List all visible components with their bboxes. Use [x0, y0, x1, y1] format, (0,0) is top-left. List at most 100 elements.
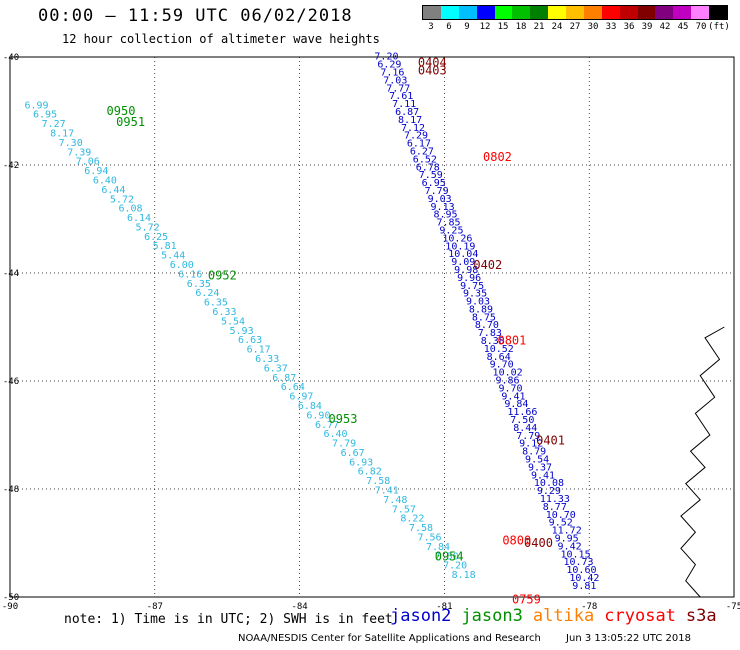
wave-height-value: 10.19	[445, 241, 475, 252]
wave-height-value: 10.15	[560, 549, 590, 560]
pass-time-label: 0401	[536, 433, 565, 447]
wave-height-value: 11.66	[507, 407, 537, 418]
legend-jason2: jason2	[390, 606, 452, 626]
pass-time-label: 0400	[524, 536, 553, 550]
wave-height-value: 5.93	[230, 326, 254, 337]
color-scale-label: 33	[605, 22, 617, 32]
wave-height-value: 8.38	[481, 336, 505, 347]
wave-height-value: 7.59	[419, 170, 443, 181]
wave-height-value: 6.87	[395, 107, 419, 118]
color-swatch	[423, 6, 441, 19]
legend-altika: altika	[532, 606, 595, 626]
wave-height-value: 11.33	[540, 494, 570, 505]
wave-height-value: 10.42	[569, 573, 599, 584]
lat-lon-grid	[10, 57, 734, 597]
wave-height-value: 7.56	[417, 533, 441, 544]
wave-height-value: 9.41	[501, 391, 525, 402]
wave-height-value: 9.03	[466, 297, 490, 308]
wave-height-value: 6.77	[315, 420, 339, 431]
wave-height-value: 8.22	[400, 514, 424, 525]
wave-height-value: 7.41	[375, 486, 399, 497]
coastline	[680, 326, 725, 598]
footer: NOAA/NESDIS Center for Satellite Applica…	[238, 633, 691, 644]
pass-time-label: 0800	[502, 533, 531, 547]
pass-time-label: 0952	[208, 269, 237, 283]
wave-height-value: 8.95	[433, 210, 457, 221]
wave-height-value: 6.17	[407, 139, 431, 150]
wave-height-value: 7.58	[409, 523, 433, 534]
color-swatch	[476, 6, 495, 19]
timestamp-text: Jun 3 13:05:22 UTC 2018	[566, 633, 691, 644]
color-scale-label: 30	[587, 22, 599, 32]
longitude-tick-label: -84	[291, 602, 307, 612]
wave-height-value: 7.20	[374, 52, 398, 63]
wave-height-value: 8.17	[50, 128, 74, 139]
wave-height-value: 6.14	[127, 213, 151, 224]
color-scale-label: 45	[677, 22, 689, 32]
color-scale-label: 18	[515, 22, 527, 32]
wave-height-value: 6.33	[255, 354, 279, 365]
color-swatch	[655, 6, 674, 19]
color-swatch	[709, 6, 727, 19]
wave-height-value: 6.64	[281, 382, 305, 393]
wave-height-value: 7.85	[436, 218, 460, 229]
note-text: note: 1) Time is in UTC; 2) SWH is in fe…	[64, 612, 393, 627]
wave-height-value: 6.35	[204, 298, 228, 309]
wave-height-value: 9.37	[528, 462, 552, 473]
wave-height-value: 9.42	[558, 541, 582, 552]
pass-time-label: 0954	[435, 550, 464, 564]
wave-height-value: 7.83	[478, 328, 502, 339]
latitude-tick-label: -50	[3, 593, 19, 603]
latitude-tick-label: -40	[3, 53, 19, 63]
color-scale-label: 36	[623, 22, 635, 32]
wave-height-value: 6.90	[306, 410, 330, 421]
wave-height-value: 6.82	[358, 467, 382, 478]
longitude-tick-label: -87	[147, 602, 163, 612]
wave-height-value: 10.04	[448, 249, 478, 260]
color-scale-label: (ft)	[708, 22, 730, 32]
wave-height-value: 8.89	[469, 304, 493, 315]
wave-height-value: 5.72	[136, 222, 160, 233]
legend-s3a: s3a	[685, 606, 717, 626]
color-swatch	[530, 6, 549, 19]
pass-time-label: 0404	[418, 55, 447, 69]
color-scale-label: 24	[551, 22, 563, 32]
color-swatch	[601, 6, 620, 19]
wave-height-value: 7.57	[392, 504, 416, 515]
color-scale-swatches	[422, 5, 728, 20]
pass-time-label: 0802	[483, 150, 512, 164]
wave-height-value: 6.40	[93, 175, 117, 186]
wave-height-value: 10.52	[484, 344, 514, 355]
legend-cryosat: cryosat	[604, 606, 676, 626]
wave-height-value: 7.50	[510, 415, 534, 426]
wave-height-value: 6.17	[247, 345, 271, 356]
wave-height-value: 8.77	[543, 502, 567, 513]
wave-height-value: 10.73	[563, 557, 593, 568]
color-swatch	[494, 6, 513, 19]
wave-height-value: 10.26	[442, 233, 472, 244]
map-title: 00:00 – 11:59 UTC 06/02/2018	[38, 6, 353, 26]
wave-height-value: 7.50	[435, 551, 459, 562]
pass-time-label: 0801	[497, 334, 526, 348]
wave-height-value: 6.93	[349, 457, 373, 468]
wave-height-value: 6.67	[341, 448, 365, 459]
color-swatch	[619, 6, 638, 19]
wave-height-value: 7.11	[392, 99, 416, 110]
color-scale-label: 3	[428, 22, 434, 32]
color-scale-label: 6	[446, 22, 452, 32]
wave-height-value: 8.44	[513, 423, 537, 434]
wave-height-value: 7.27	[42, 119, 66, 130]
wave-height-value: 7.79	[332, 439, 356, 450]
wave-height-value: 9.70	[498, 383, 522, 394]
wave-height-value: 9.98	[454, 265, 478, 276]
wave-height-value: 9.35	[463, 289, 487, 300]
pass-time-label: 0950	[107, 104, 136, 118]
color-swatch	[673, 6, 692, 19]
satellite-legend: jason2 jason3 altika cryosat s3a	[390, 606, 727, 626]
wave-height-value: 6.29	[377, 60, 401, 71]
wave-height-value: 6.63	[238, 335, 262, 346]
wave-height-value: 5.54	[221, 316, 245, 327]
color-swatch	[548, 6, 566, 19]
wave-height-value: 10.08	[534, 478, 564, 489]
